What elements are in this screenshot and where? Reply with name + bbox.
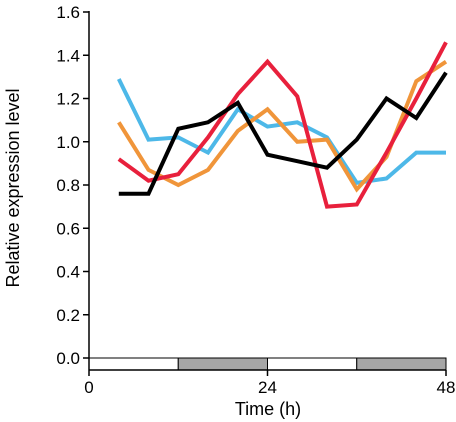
y-tick-label: 0.4 — [56, 263, 80, 282]
y-axis-title: Relative expression level — [3, 88, 23, 287]
series-line-3 — [117, 41, 448, 209]
x-tick-label: 24 — [258, 378, 277, 397]
light-dark-bar — [88, 357, 447, 371]
bar-segment-light-1 — [88, 357, 179, 371]
series-line-4 — [118, 71, 448, 196]
y-tick-label: 0.0 — [56, 349, 80, 368]
y-tick-label: 0.6 — [56, 219, 80, 238]
tick-labels: 0.0 0.2 0.4 0.6 0.8 1.0 1.2 1.4 1.6 0 24 48 — [56, 3, 455, 397]
bar-segment-dark-2 — [177, 357, 268, 371]
y-tick-label: 0.8 — [56, 176, 80, 195]
y-tick-label: 1.2 — [56, 90, 80, 109]
axes — [83, 11, 447, 376]
x-axis-title: Time (h) — [235, 399, 301, 419]
x-tick-label: 48 — [437, 378, 456, 397]
bar-segment-dark-4 — [356, 357, 447, 371]
series-layer — [117, 41, 448, 209]
bar-segment-light-3 — [267, 357, 358, 371]
y-tick-label: 1.4 — [56, 46, 80, 65]
y-tick-label: 1.6 — [56, 3, 80, 22]
y-tick-label: 1.0 — [56, 133, 80, 152]
x-tick-label: 0 — [84, 378, 93, 397]
y-tick-label: 0.2 — [56, 306, 80, 325]
